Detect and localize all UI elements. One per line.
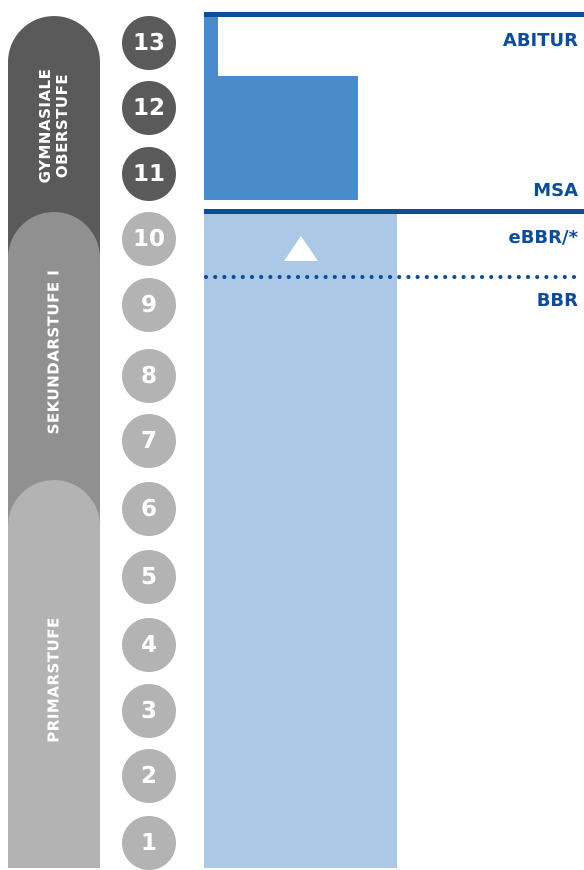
- bbr-dotted-line: [204, 275, 582, 279]
- msa-line: [204, 209, 584, 214]
- qualification-ebbr: eBBR/*: [508, 227, 579, 248]
- stage-label-line1: GYMNASIALE: [35, 68, 54, 184]
- grade-13: 13: [122, 16, 176, 70]
- grade-11: 11: [122, 147, 176, 201]
- grade-1: 1: [122, 816, 176, 870]
- grade-2: 2: [122, 749, 176, 803]
- grade-3: 3: [122, 684, 176, 738]
- grade-9: 9: [122, 278, 176, 332]
- abitur-line: [204, 12, 584, 17]
- grade-5: 5: [122, 550, 176, 604]
- up-arrow-icon: [284, 236, 318, 261]
- oberstufe-bar: [204, 76, 358, 200]
- grade-6: 6: [122, 482, 176, 536]
- stage-label: PRIMARSTUFE: [44, 617, 63, 743]
- stage-label: SEKUNDARSTUFE I: [44, 269, 63, 435]
- stage-label-line2: OBERSTUFE: [53, 73, 71, 179]
- grade-4: 4: [122, 618, 176, 672]
- qualification-abitur: ABITUR: [502, 30, 578, 51]
- grade-10: 10: [122, 212, 176, 266]
- grade-12: 12: [122, 81, 176, 135]
- qualification-msa: MSA: [533, 180, 578, 201]
- grade-8: 8: [122, 349, 176, 403]
- stage-label: GYMNASIALE OBERSTUFE: [35, 68, 72, 184]
- school-path-bar: [204, 211, 397, 868]
- qualification-bbr: BBR: [536, 290, 578, 311]
- grade-7: 7: [122, 414, 176, 468]
- stage-primarstufe: PRIMARSTUFE: [8, 480, 100, 868]
